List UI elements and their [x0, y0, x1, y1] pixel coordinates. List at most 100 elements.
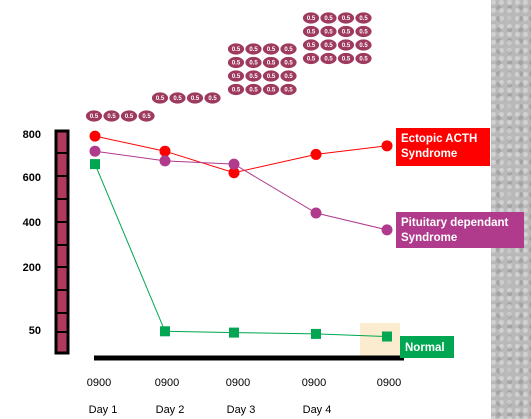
series-line — [94, 163, 388, 337]
pill — [279, 42, 298, 56]
pill — [262, 42, 280, 56]
pill-label: 0.5 — [359, 43, 368, 49]
data-point — [89, 145, 101, 157]
pill-label: 0.5 — [249, 47, 258, 53]
pill — [319, 52, 338, 65]
pill-label: 0.5 — [324, 16, 333, 22]
y-tick-label: 200 — [23, 262, 41, 274]
x-day-label: Day 1 — [89, 404, 118, 416]
pill — [227, 83, 245, 96]
pill — [227, 42, 245, 56]
pill-label: 0.5 — [342, 57, 351, 63]
y-tick-label: 400 — [23, 217, 41, 229]
data-point — [382, 331, 392, 342]
pill-label: 0.5 — [191, 96, 200, 102]
pill-label: 0.5 — [232, 74, 241, 80]
pill — [262, 69, 280, 83]
pill-label: 0.5 — [90, 114, 99, 120]
y-tick-label: 50 — [29, 325, 41, 337]
data-point — [229, 327, 239, 338]
pill — [262, 83, 280, 96]
pill — [319, 11, 338, 25]
pill — [244, 69, 263, 83]
series-label-box — [396, 212, 524, 248]
y-scale-bar — [54, 129, 70, 355]
pill — [319, 38, 338, 52]
pill-label: 0.5 — [324, 30, 333, 36]
data-point — [381, 224, 393, 236]
pill-label: 0.5 — [208, 96, 217, 102]
pill — [227, 69, 245, 83]
data-point — [381, 140, 393, 152]
series-label-text: Syndrome — [401, 232, 457, 244]
x-tick-label: 0900 — [302, 377, 326, 389]
pill — [354, 38, 373, 52]
data-point — [310, 207, 322, 219]
pill-label: 0.5 — [267, 61, 276, 67]
pill-label: 0.5 — [342, 43, 351, 49]
pill — [244, 83, 263, 96]
y-tick-label: 800 — [23, 129, 41, 141]
pill — [262, 56, 280, 69]
pill-label: 0.5 — [359, 30, 368, 36]
pill-label: 0.5 — [324, 43, 333, 49]
pill-label: 0.5 — [267, 88, 276, 94]
pill — [102, 109, 121, 123]
pill-label: 0.5 — [324, 57, 333, 63]
pill — [337, 25, 355, 38]
pill — [354, 25, 373, 38]
pill-label: 0.5 — [249, 74, 258, 80]
pill-label: 0.5 — [156, 96, 165, 102]
pill-label: 0.5 — [249, 61, 258, 67]
pill — [319, 25, 338, 38]
pill — [85, 109, 103, 123]
pill-label: 0.5 — [307, 43, 316, 49]
series-label-text: Ectopic ACTH — [401, 133, 477, 145]
x-axis: 0900 0900 0900 0900 0900 Day 1 Day 2 Day 3 Day 4 — [87, 355, 404, 416]
pill — [302, 52, 320, 65]
pill — [337, 38, 355, 52]
pill — [337, 52, 355, 65]
pill — [302, 11, 320, 25]
pill — [279, 56, 298, 69]
pill — [168, 91, 187, 105]
normal-endpoint-highlight — [360, 323, 400, 357]
pill-label: 0.5 — [267, 74, 276, 80]
series-label-text: Syndrome — [401, 148, 457, 160]
x-day-label: Day 2 — [156, 404, 185, 416]
pill — [279, 69, 298, 83]
y-tick-label: 600 — [23, 172, 41, 184]
data-point — [89, 130, 101, 142]
pill-label: 0.5 — [342, 16, 351, 22]
pill — [227, 56, 245, 69]
series-label-box — [396, 128, 490, 166]
x-day-label: Day 3 — [227, 404, 256, 416]
series-label-text: Normal — [405, 342, 445, 354]
pill — [137, 109, 156, 123]
pill-label: 0.5 — [284, 47, 293, 53]
pill — [337, 11, 355, 25]
left-margin — [0, 0, 4, 419]
pill — [354, 52, 373, 65]
data-point — [228, 167, 240, 179]
pill-label: 0.5 — [359, 16, 368, 22]
data-point — [90, 159, 100, 170]
pill — [186, 91, 204, 105]
pill-label: 0.5 — [249, 88, 258, 94]
decorative-side-strip — [491, 0, 531, 419]
pill-label: 0.5 — [307, 30, 316, 36]
pill-label: 0.5 — [284, 74, 293, 80]
pill-label: 0.5 — [142, 114, 151, 120]
x-tick-label: 0900 — [87, 377, 111, 389]
pill-label: 0.5 — [307, 16, 316, 22]
series-layer — [89, 130, 393, 342]
pill-label: 0.5 — [307, 57, 316, 63]
series-line — [94, 150, 388, 231]
pill-label: 0.5 — [342, 30, 351, 36]
pill-label: 0.5 — [107, 114, 116, 120]
x-day-label: Day 4 — [303, 404, 332, 416]
pill-label: 0.5 — [125, 114, 134, 120]
y-tick-labels: 800 600 400 200 50 — [23, 129, 41, 337]
data-point — [159, 155, 171, 167]
x-tick-label: 0900 — [377, 377, 401, 389]
